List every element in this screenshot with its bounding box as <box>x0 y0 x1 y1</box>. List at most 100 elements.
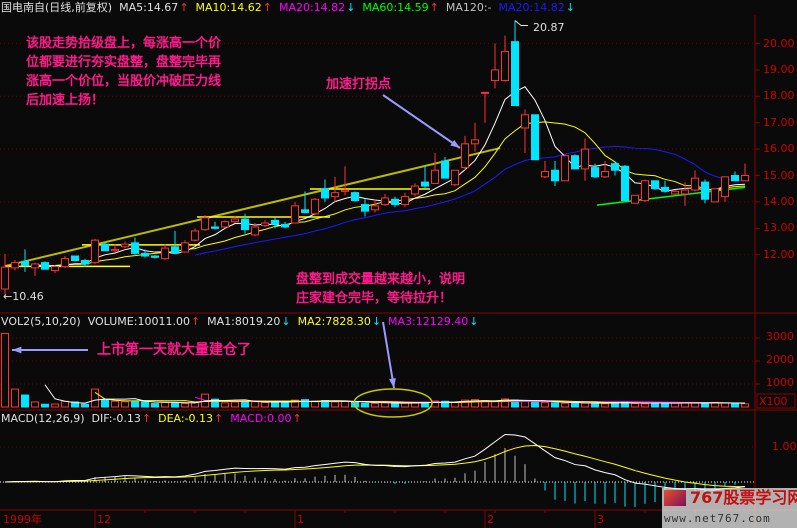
arrow-up-icon: ↑ <box>141 412 152 425</box>
volume-bar <box>631 403 639 408</box>
volume-bar <box>331 401 339 408</box>
candle-down <box>241 218 249 231</box>
ma10-line <box>54 121 746 267</box>
volume-bar <box>731 403 739 408</box>
volume-bar <box>251 401 259 408</box>
candle-down <box>141 252 149 257</box>
dif-line <box>4 433 746 491</box>
volume-bar <box>131 401 139 408</box>
candle-down <box>361 204 369 212</box>
candle-up <box>541 171 549 178</box>
candle-up <box>51 266 59 272</box>
candle-down <box>131 242 139 254</box>
price-tick-label: 18.00 <box>763 89 795 103</box>
volume-bar <box>581 402 589 408</box>
price-tick-label: 19.00 <box>763 62 795 76</box>
volume-bar <box>361 402 369 408</box>
candle-up <box>341 189 349 192</box>
candle-down <box>41 262 49 270</box>
candle-up <box>741 175 749 182</box>
candle-up <box>191 230 199 241</box>
candle-up <box>251 226 259 236</box>
price-header: 国电南自(日线,前复权) MA5:14.67↑ MA10:14.62↑ MA20:14… <box>1 1 582 15</box>
arrow-down-icon: ↓ <box>371 315 382 328</box>
volume-bar <box>471 399 479 408</box>
candle-up <box>111 248 119 252</box>
volume-bar <box>111 400 119 408</box>
candle-down <box>301 209 309 213</box>
candle-up <box>261 222 269 227</box>
volume-bar <box>91 388 99 408</box>
volume-bar <box>371 403 379 408</box>
volume-bar <box>641 403 649 408</box>
indicator-value: VOLUME:10011.00 <box>87 315 190 328</box>
candle-down <box>391 198 399 206</box>
candle-up <box>401 196 409 206</box>
arrow-down-icon: ↓ <box>281 315 291 328</box>
volume-ma1-line <box>44 384 746 404</box>
consolidation-annotation: 盘整到成交量越来越小，说明 庄家建仓完毕，等待拉升！ <box>296 272 466 306</box>
time-axis-label: 2 <box>487 513 494 526</box>
candle-down <box>551 169 559 182</box>
ma-values: MA5:14.67↑ MA10:14.62↑ MA20:14.82↓ MA60:14.… <box>119 1 582 14</box>
volume-bar <box>531 400 539 408</box>
arrow-down-icon: ↓ <box>565 1 575 14</box>
time-axis-label: 1 <box>297 513 304 526</box>
candle-up <box>311 198 319 215</box>
candle-up <box>91 239 99 264</box>
volume-tick-label: 1000 <box>766 376 794 389</box>
candle-up <box>201 217 209 231</box>
volume-bar <box>691 402 699 408</box>
price-tick-label: 12.00 <box>763 247 795 261</box>
candle-up <box>521 114 529 129</box>
volume-bar <box>71 401 79 408</box>
volume-bar <box>281 402 289 408</box>
volume-header: VOL2(5,10,20) VOLUME:10011.00↑ MA1:8019.20… <box>1 315 485 329</box>
volume-bar <box>241 400 249 408</box>
arrow-down-icon: ↓ <box>469 315 479 328</box>
first-day-arrow-icon-head <box>12 346 22 354</box>
volume-bar <box>441 400 449 408</box>
volume-bar <box>541 401 549 408</box>
candle-up <box>61 258 69 268</box>
price-tick-label: 14.00 <box>763 194 795 208</box>
volume-bar <box>81 403 89 408</box>
candle-up <box>501 50 509 81</box>
volume-bar <box>701 402 709 408</box>
stock-title: 国电南自(日线,前复权) <box>1 1 113 14</box>
volume-bar <box>41 403 49 408</box>
arrow-up-icon: ↑ <box>214 412 224 425</box>
volume-bar <box>121 401 129 408</box>
indicator-value: VOL2(5,10,20) <box>1 315 81 328</box>
candle-down <box>321 188 329 199</box>
volume-bar <box>491 400 499 408</box>
candle-down <box>611 163 619 171</box>
support-line <box>596 186 746 206</box>
indicator-value: MA120:- <box>445 1 492 14</box>
indicator-value: DIF:-0.13 <box>91 412 141 425</box>
arrow-up-icon: ↑ <box>179 1 189 14</box>
candle-up <box>381 197 389 206</box>
volume-bar <box>51 403 59 408</box>
candle-up <box>31 263 39 269</box>
volume-unit-label: X100 <box>759 395 788 408</box>
low-price-label: ←10.46 <box>3 290 44 303</box>
indicator-value: MA10:14.62 <box>195 1 262 14</box>
candle-down <box>441 160 449 179</box>
volume-bar <box>151 403 159 408</box>
candle-up <box>411 185 419 195</box>
candle-up <box>641 180 649 202</box>
watermark-url: www.net767.com <box>664 512 771 525</box>
candle-up <box>331 192 339 198</box>
candle-down <box>661 186 669 192</box>
macd-header: MACD(12,26,9) DIF:-0.13↑ DEA:-0.13↑ MACD:0.… <box>1 412 309 426</box>
candle-down <box>651 180 659 190</box>
consolidation-arrow-icon-head <box>389 378 396 388</box>
volume-bar <box>1 332 9 408</box>
indicator-value: MA60:14.59 <box>362 1 429 14</box>
volume-unit-box <box>756 393 796 409</box>
arrow-down-icon: ↓ <box>346 1 356 14</box>
arrow-up-icon: ↑ <box>262 1 272 14</box>
